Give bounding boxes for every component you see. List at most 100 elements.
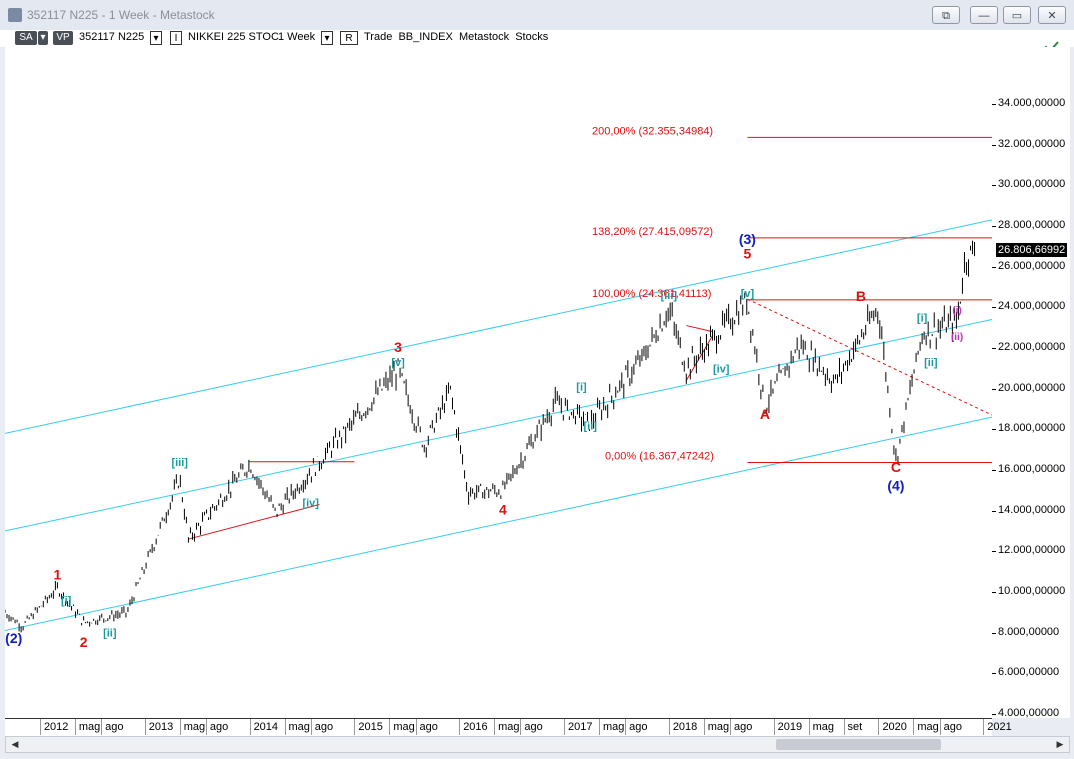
x-tick-mark: [249, 719, 251, 735]
maximize-button[interactable]: ▭: [1003, 6, 1031, 24]
y-tick-mark: [992, 103, 996, 105]
wave-label-red: 2: [80, 634, 88, 650]
x-tick-label: ago: [105, 721, 124, 733]
x-tick-mark: [520, 719, 522, 735]
y-tick-mark: [992, 307, 996, 309]
toolbar-info: Trade BB_INDEX Metastock Stocks: [364, 31, 549, 43]
x-tick-mark: [729, 719, 731, 735]
x-tick-mark: [843, 719, 845, 735]
wave-label-teal: [ii]: [103, 628, 117, 640]
security-label: 352117 N225: [79, 31, 145, 43]
restore-chart-button[interactable]: ⧉: [932, 6, 960, 24]
y-tick-mark: [992, 673, 996, 675]
y-tick-mark: [992, 144, 996, 146]
r-button[interactable]: R: [340, 31, 358, 45]
x-tick-label: mag: [393, 721, 415, 733]
wave-label-red: A: [760, 406, 770, 422]
x-tick-label: mag: [707, 721, 730, 733]
y-tick-label: 24.000,00000: [998, 300, 1066, 313]
channel-line: [4, 318, 993, 532]
x-tick-label: set: [847, 721, 863, 733]
metastock-app-icon: [8, 8, 22, 22]
y-tick-mark: [992, 469, 996, 471]
x-tick-mark: [459, 719, 461, 735]
channel-line: [4, 416, 993, 632]
sa-button[interactable]: SA: [15, 31, 37, 45]
y-tick-mark: [992, 713, 996, 715]
x-tick-mark: [808, 719, 810, 735]
fib-level-label: 200,00% (32.355,34984): [592, 125, 713, 137]
x-tick-mark: [389, 719, 391, 735]
x-tick-label: ago: [209, 721, 229, 733]
close-button[interactable]: ✕: [1038, 6, 1066, 24]
y-tick-label: 34.000,00000: [998, 96, 1066, 109]
wave-label-teal: [i]: [917, 313, 928, 325]
y-tick-mark: [992, 347, 996, 349]
x-tick-label: mag: [498, 721, 520, 733]
chart-toolbar: SA ▾ VP 352117 N225 ▾ I NIKKEI 225 STOC …: [0, 30, 1074, 47]
x-tick-label: 2013: [148, 721, 174, 733]
y-tick-mark: [992, 185, 996, 187]
trendline: [686, 325, 713, 333]
x-tick-label: ago: [733, 721, 753, 733]
x-tick-mark: [939, 719, 941, 735]
minimize-button[interactable]: —: [970, 6, 998, 24]
i-button[interactable]: I: [170, 31, 182, 45]
x-tick-mark: [101, 719, 103, 735]
wave-label-red: 3: [394, 339, 402, 355]
x-tick-label: mag: [812, 721, 834, 733]
x-tick-mark: [878, 719, 880, 735]
wave-label-teal: [iv]: [713, 363, 730, 375]
y-tick-label: 20.000,00000: [998, 381, 1066, 394]
vp-button[interactable]: VP: [53, 31, 73, 45]
x-tick-mark: [39, 719, 41, 735]
scroll-left-icon[interactable]: ◀: [11, 739, 19, 749]
y-tick-label: 28.000,00000: [998, 218, 1066, 231]
wave-label-teal: [ii]: [583, 420, 597, 432]
y-tick-mark: [992, 632, 996, 634]
security-name: NIKKEI 225 STOC: [188, 31, 279, 43]
x-tick-mark: [494, 719, 496, 735]
x-tick-label: ago: [419, 721, 438, 733]
wave-label-teal: [i]: [61, 595, 72, 607]
wave-label-red: 4: [499, 502, 507, 518]
window-title: 352117 N225 - 1 Week - Metastock: [27, 8, 215, 22]
scroll-right-icon[interactable]: ▶: [1056, 739, 1064, 749]
wave-label-teal: [ii]: [924, 357, 938, 369]
wave-label-red: B: [856, 288, 866, 304]
scrollbar-thumb[interactable]: [776, 739, 941, 750]
wave-label-blue: (2): [5, 630, 22, 646]
period-label: 1 Week: [278, 31, 316, 43]
x-tick-label: ago: [314, 721, 334, 733]
x-tick-mark: [983, 719, 985, 735]
security-dropdown-icon[interactable]: ▾: [150, 31, 162, 45]
y-tick-label: 22.000,00000: [998, 340, 1066, 353]
x-tick-mark: [74, 719, 76, 735]
period-dropdown-icon[interactable]: ▾: [321, 31, 333, 45]
sa-dropdown-icon[interactable]: ▾: [38, 31, 48, 45]
price-chart: 200,00% (32.355,34984) 138,20% (27.415,09…: [4, 125, 993, 650]
horizontal-scrollbar[interactable]: ◀ ▶: [5, 736, 1070, 753]
x-tick-mark: [668, 719, 670, 735]
chart-plot-area[interactable]: 200,00% (32.355,34984) 138,20% (27.415,09…: [4, 47, 993, 718]
x-tick-mark: [625, 719, 627, 735]
x-tick-label: mag: [183, 721, 206, 733]
y-tick-label: 26.000,00000: [998, 259, 1066, 272]
y-tick-mark: [992, 388, 996, 390]
x-tick-mark: [703, 719, 705, 735]
wave-label-teal: [v]: [741, 288, 755, 300]
wave-label-blue: (3): [739, 231, 756, 247]
x-tick-label: ago: [943, 721, 962, 733]
y-tick-label: 16.000,00000: [998, 462, 1066, 475]
x-tick-mark: [205, 719, 207, 735]
x-tick-label: ago: [629, 721, 648, 733]
fib-level-label: 100,00% (24.361,41113): [592, 288, 711, 300]
x-tick-mark: [598, 719, 600, 735]
time-axis: 2012 mag ago 2013 mag ago 2014 mag ago 2015 mag ago…: [5, 718, 1012, 736]
x-tick-mark: [144, 719, 146, 735]
x-tick-label: 2021: [987, 721, 1012, 733]
y-tick-mark: [992, 591, 996, 593]
wave-label-magenta: (ii): [951, 332, 963, 343]
x-tick-mark: [415, 719, 417, 735]
y-tick-mark: [992, 266, 996, 268]
